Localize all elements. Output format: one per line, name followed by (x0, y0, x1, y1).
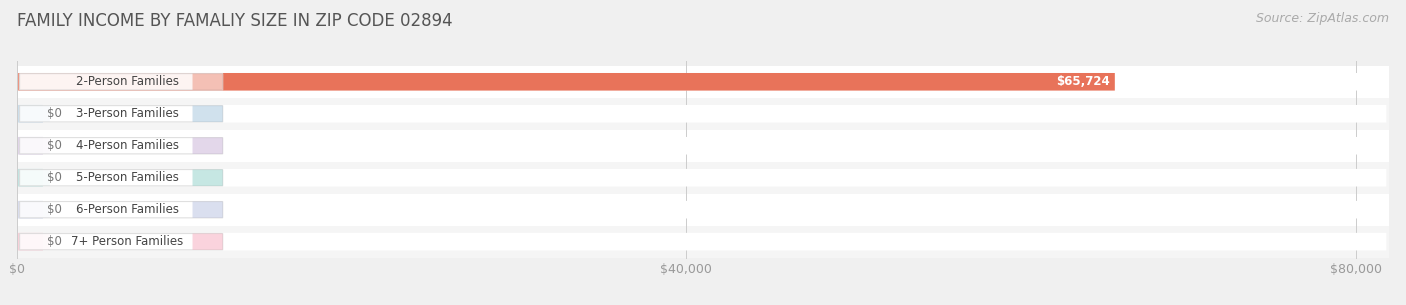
Text: $65,724: $65,724 (1056, 75, 1109, 88)
FancyBboxPatch shape (20, 106, 222, 122)
FancyBboxPatch shape (18, 201, 1386, 218)
FancyBboxPatch shape (193, 138, 222, 154)
Text: 5-Person Families: 5-Person Families (76, 171, 179, 184)
FancyBboxPatch shape (18, 73, 1386, 91)
FancyBboxPatch shape (20, 106, 49, 122)
FancyBboxPatch shape (18, 233, 44, 250)
FancyBboxPatch shape (18, 233, 1386, 250)
FancyBboxPatch shape (193, 202, 222, 218)
Text: $0: $0 (46, 171, 62, 184)
Text: $0: $0 (46, 107, 62, 120)
Bar (17, 162, 1389, 194)
Bar (17, 98, 1389, 130)
Bar (17, 226, 1389, 258)
FancyBboxPatch shape (18, 169, 44, 186)
FancyBboxPatch shape (20, 74, 49, 90)
FancyBboxPatch shape (20, 202, 49, 218)
Text: $0: $0 (46, 139, 62, 152)
FancyBboxPatch shape (20, 138, 222, 154)
FancyBboxPatch shape (20, 170, 222, 186)
Bar (17, 66, 1389, 98)
Text: 2-Person Families: 2-Person Families (76, 75, 179, 88)
FancyBboxPatch shape (20, 234, 49, 250)
FancyBboxPatch shape (20, 170, 49, 186)
Text: $0: $0 (46, 235, 62, 248)
FancyBboxPatch shape (18, 105, 44, 123)
FancyBboxPatch shape (193, 106, 222, 122)
FancyBboxPatch shape (20, 74, 222, 90)
Text: 4-Person Families: 4-Person Families (76, 139, 179, 152)
FancyBboxPatch shape (18, 137, 44, 155)
FancyBboxPatch shape (18, 73, 1115, 91)
FancyBboxPatch shape (18, 201, 44, 218)
FancyBboxPatch shape (20, 138, 49, 154)
FancyBboxPatch shape (18, 105, 1386, 123)
Text: FAMILY INCOME BY FAMALIY SIZE IN ZIP CODE 02894: FAMILY INCOME BY FAMALIY SIZE IN ZIP COD… (17, 12, 453, 30)
FancyBboxPatch shape (20, 202, 222, 218)
Text: 7+ Person Families: 7+ Person Families (72, 235, 183, 248)
Bar (17, 194, 1389, 226)
FancyBboxPatch shape (193, 74, 222, 90)
Bar (17, 130, 1389, 162)
Text: 3-Person Families: 3-Person Families (76, 107, 179, 120)
FancyBboxPatch shape (193, 170, 222, 186)
FancyBboxPatch shape (18, 137, 1386, 155)
Text: Source: ZipAtlas.com: Source: ZipAtlas.com (1256, 12, 1389, 25)
FancyBboxPatch shape (193, 234, 222, 250)
FancyBboxPatch shape (20, 234, 222, 250)
Text: 6-Person Families: 6-Person Families (76, 203, 179, 216)
FancyBboxPatch shape (18, 169, 1386, 186)
Text: $0: $0 (46, 203, 62, 216)
